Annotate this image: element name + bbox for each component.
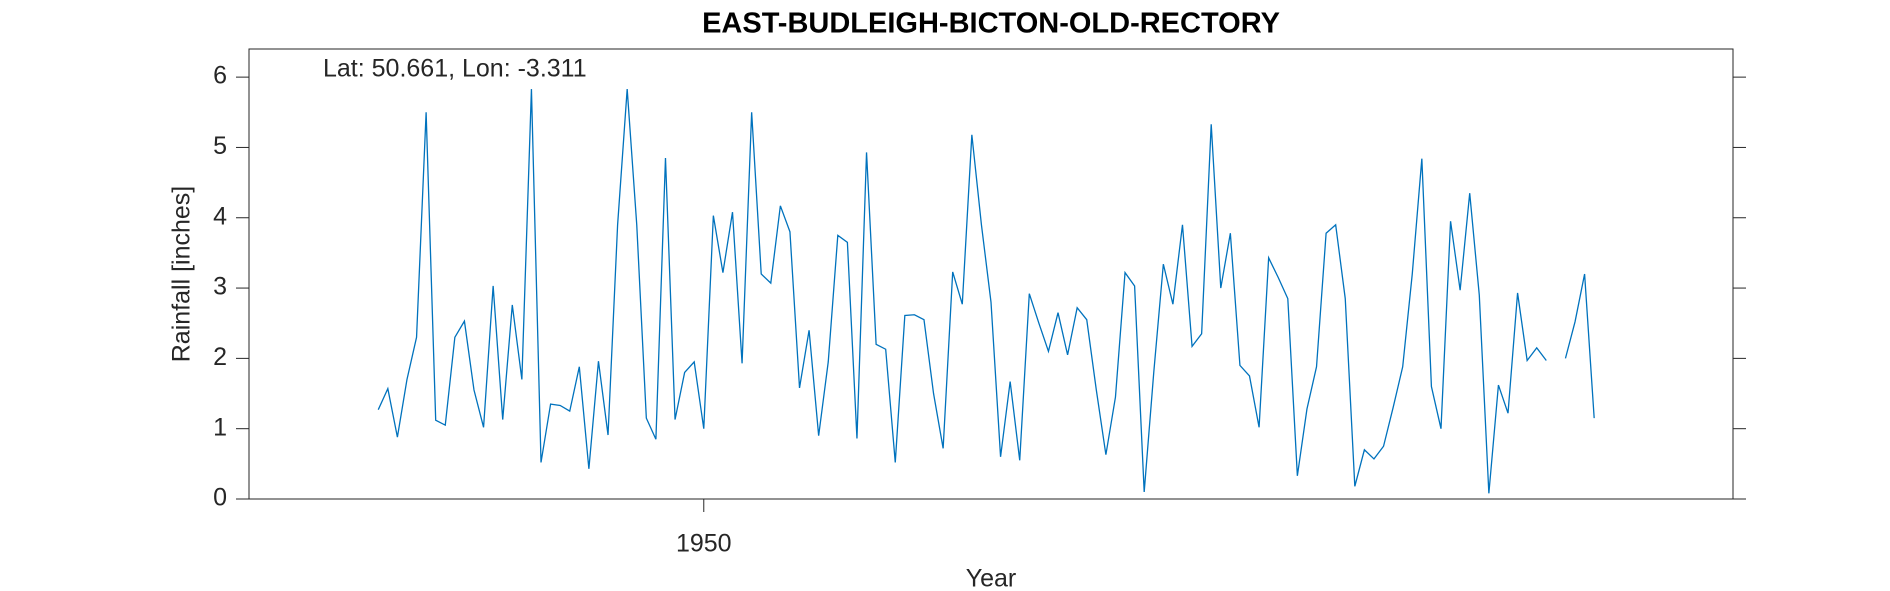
annotation: Lat: 50.661, Lon: -3.311 [323,55,587,83]
axes-box [248,48,1734,500]
y-axis-label: Rainfall [inches] [168,186,196,362]
y-tick-label: 4 [213,202,227,230]
y-tick-label: 6 [213,62,227,90]
x-tick-label: 1950 [676,530,732,558]
y-tick-label: 0 [213,484,227,512]
y-tick-label: 1 [213,413,227,441]
chart-title: EAST-BUDLEIGH-BICTON-OLD-RECTORY [702,8,1280,40]
data-line [377,89,1595,494]
y-tick-label: 3 [213,273,227,301]
y-tick-label: 5 [213,132,227,160]
x-axis-label: Year [966,565,1017,591]
y-tick-label: 2 [213,343,227,371]
